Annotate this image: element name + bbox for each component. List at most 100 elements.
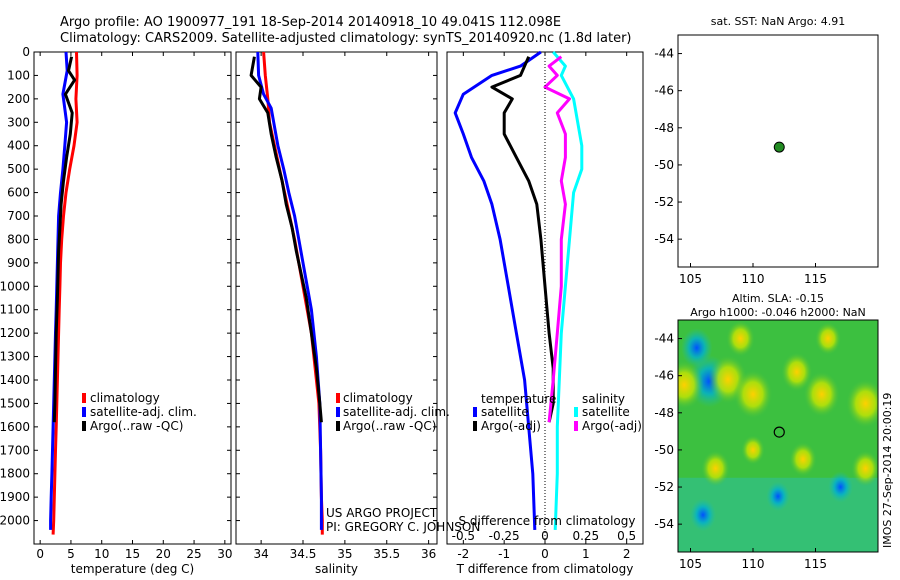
- legend-label: Argo(-adj): [582, 419, 642, 433]
- y-tick-label: 1500: [0, 396, 30, 410]
- heatmap-cell: [803, 371, 840, 418]
- y-tick-label: 1800: [0, 467, 30, 481]
- y-tick-label: -46: [654, 84, 674, 98]
- legend-label: climatology: [343, 391, 413, 405]
- series-line-argo-raw-qc-: [249, 56, 323, 423]
- x-tick-label: -1: [498, 547, 510, 561]
- header-line-2: Climatology: CARS2009. Satellite-adjuste…: [60, 31, 632, 46]
- x-tick-label: 2: [623, 547, 631, 561]
- difference-profile: -2 -1 0 1 2T difference from climatology -0.5…: [446, 50, 644, 576]
- legend-marker: [82, 393, 86, 403]
- y-tick-label: -50: [654, 158, 674, 172]
- annotation-project: US ARGO PROJECT: [326, 506, 438, 520]
- heatmap-cell: [766, 481, 790, 512]
- y-tick-label: 1600: [0, 420, 30, 434]
- y-tick-label: -52: [654, 195, 674, 209]
- map-title: sat. SST: NaN Argo: 4.91: [711, 15, 845, 28]
- series-line-climatology: [262, 51, 324, 535]
- y-tick-label: 1400: [0, 373, 30, 387]
- x-tick-label: 10: [94, 547, 109, 561]
- legend-marker: [473, 421, 477, 431]
- x-tick-label: 36: [421, 547, 436, 561]
- legend-title-salinity: salinity: [582, 392, 625, 406]
- series-line-temperature-argo-adj-: [490, 56, 555, 423]
- legend-marker: [336, 407, 340, 417]
- y-tick-label: 700: [7, 209, 30, 223]
- y-tick-label: 1300: [0, 350, 30, 364]
- y-tick-label: -48: [654, 406, 674, 420]
- heatmap-cell: [851, 450, 878, 487]
- x-tick-label: 5: [67, 547, 75, 561]
- y-tick-label: -44: [654, 47, 674, 61]
- y-tick-label: 1200: [0, 326, 30, 340]
- heatmap-cell: [828, 471, 853, 503]
- heatmap-cell: [781, 352, 813, 392]
- heatmap-cell: [701, 450, 730, 487]
- y-tick-label: 800: [7, 232, 30, 246]
- y-tick-label: 1900: [0, 490, 30, 504]
- legend-marker: [574, 407, 578, 417]
- annotation-pi: PI: GREGORY C. JOHNSON: [326, 520, 480, 534]
- argo-location-marker: [773, 426, 785, 438]
- map-title-1: Altim. SLA: -0.15: [732, 292, 824, 305]
- x-tick-label: 115: [804, 557, 827, 571]
- s-axis-label: S difference from climatology: [459, 514, 636, 528]
- series-line-salinity-satellite: [552, 51, 584, 530]
- s-tick-label: -0.5: [452, 529, 475, 543]
- x-tick-label: 25: [186, 547, 201, 561]
- legend-label: satellite-adj. clim.: [90, 405, 197, 419]
- y-tick-label: 2000: [0, 514, 30, 528]
- x-tick-label: 30: [217, 547, 232, 561]
- y-tick-label: 200: [7, 92, 30, 106]
- s-tick-label: 0.5: [617, 529, 636, 543]
- heatmap-cell: [678, 360, 704, 410]
- argo-location-marker: [773, 141, 785, 153]
- legend-marker: [336, 421, 340, 431]
- heatmap-cell: [733, 369, 773, 419]
- x-tick-label: -2: [457, 547, 469, 561]
- series-line-salinity-argo-adj-: [543, 55, 571, 423]
- heatmap-cell: [681, 328, 713, 368]
- y-tick-label: 1000: [0, 279, 30, 293]
- sst-location-map: sat. SST: NaN Argo: 4.91 105 110 115 -44 -46 -…: [654, 15, 879, 286]
- x-axis-label: T difference from climatology: [456, 562, 634, 576]
- y-tick-label: 100: [7, 68, 30, 82]
- x-tick-label: 1: [582, 547, 590, 561]
- legend-label: satellite: [481, 405, 529, 419]
- x-tick-label: 0: [541, 547, 549, 561]
- x-tick-label: 105: [679, 272, 702, 286]
- plot-frame: [33, 51, 232, 545]
- y-tick-label: 500: [7, 162, 30, 176]
- legend-marker: [473, 407, 477, 417]
- y-tick-label: 0: [22, 45, 30, 59]
- heatmap-cell: [741, 435, 765, 465]
- y-tick-label: 600: [7, 186, 30, 200]
- y-tick-label: 300: [7, 115, 30, 129]
- s-tick-label: -0.25: [489, 529, 520, 543]
- heatmap-cell: [726, 320, 755, 357]
- legend-marker: [82, 421, 86, 431]
- y-tick-label: -50: [654, 443, 674, 457]
- series-line-climatology: [51, 51, 79, 535]
- x-tick-label: 34.5: [290, 547, 317, 561]
- header-line-1: Argo profile: AO 1900977_191 18-Sep-2014…: [60, 15, 561, 30]
- x-tick-label: 115: [804, 272, 827, 286]
- series-line-argo-raw-qc-: [52, 56, 77, 423]
- heatmap-cell: [689, 498, 717, 532]
- x-tick-label: 105: [679, 557, 702, 571]
- legend-label: Argo(-adj): [481, 419, 541, 433]
- plot-frame: [235, 51, 438, 545]
- s-tick-label: 0: [541, 529, 549, 543]
- legend-marker: [82, 407, 86, 417]
- series-line-temperature-satellite: [453, 50, 542, 530]
- salinity-profile: 34 34.5 35 35.5 36 salinity climatologysatelli…: [235, 51, 480, 576]
- legend-label: climatology: [90, 391, 160, 405]
- heatmap-cell: [814, 322, 842, 355]
- map-title-2: Argo h1000: -0.046 h2000: NaN: [690, 306, 866, 319]
- y-tick-label: -46: [654, 369, 674, 383]
- y-tick-label: 900: [7, 256, 30, 270]
- heatmap-field: [678, 320, 878, 552]
- series-line-satellite-adj-clim-: [256, 51, 323, 530]
